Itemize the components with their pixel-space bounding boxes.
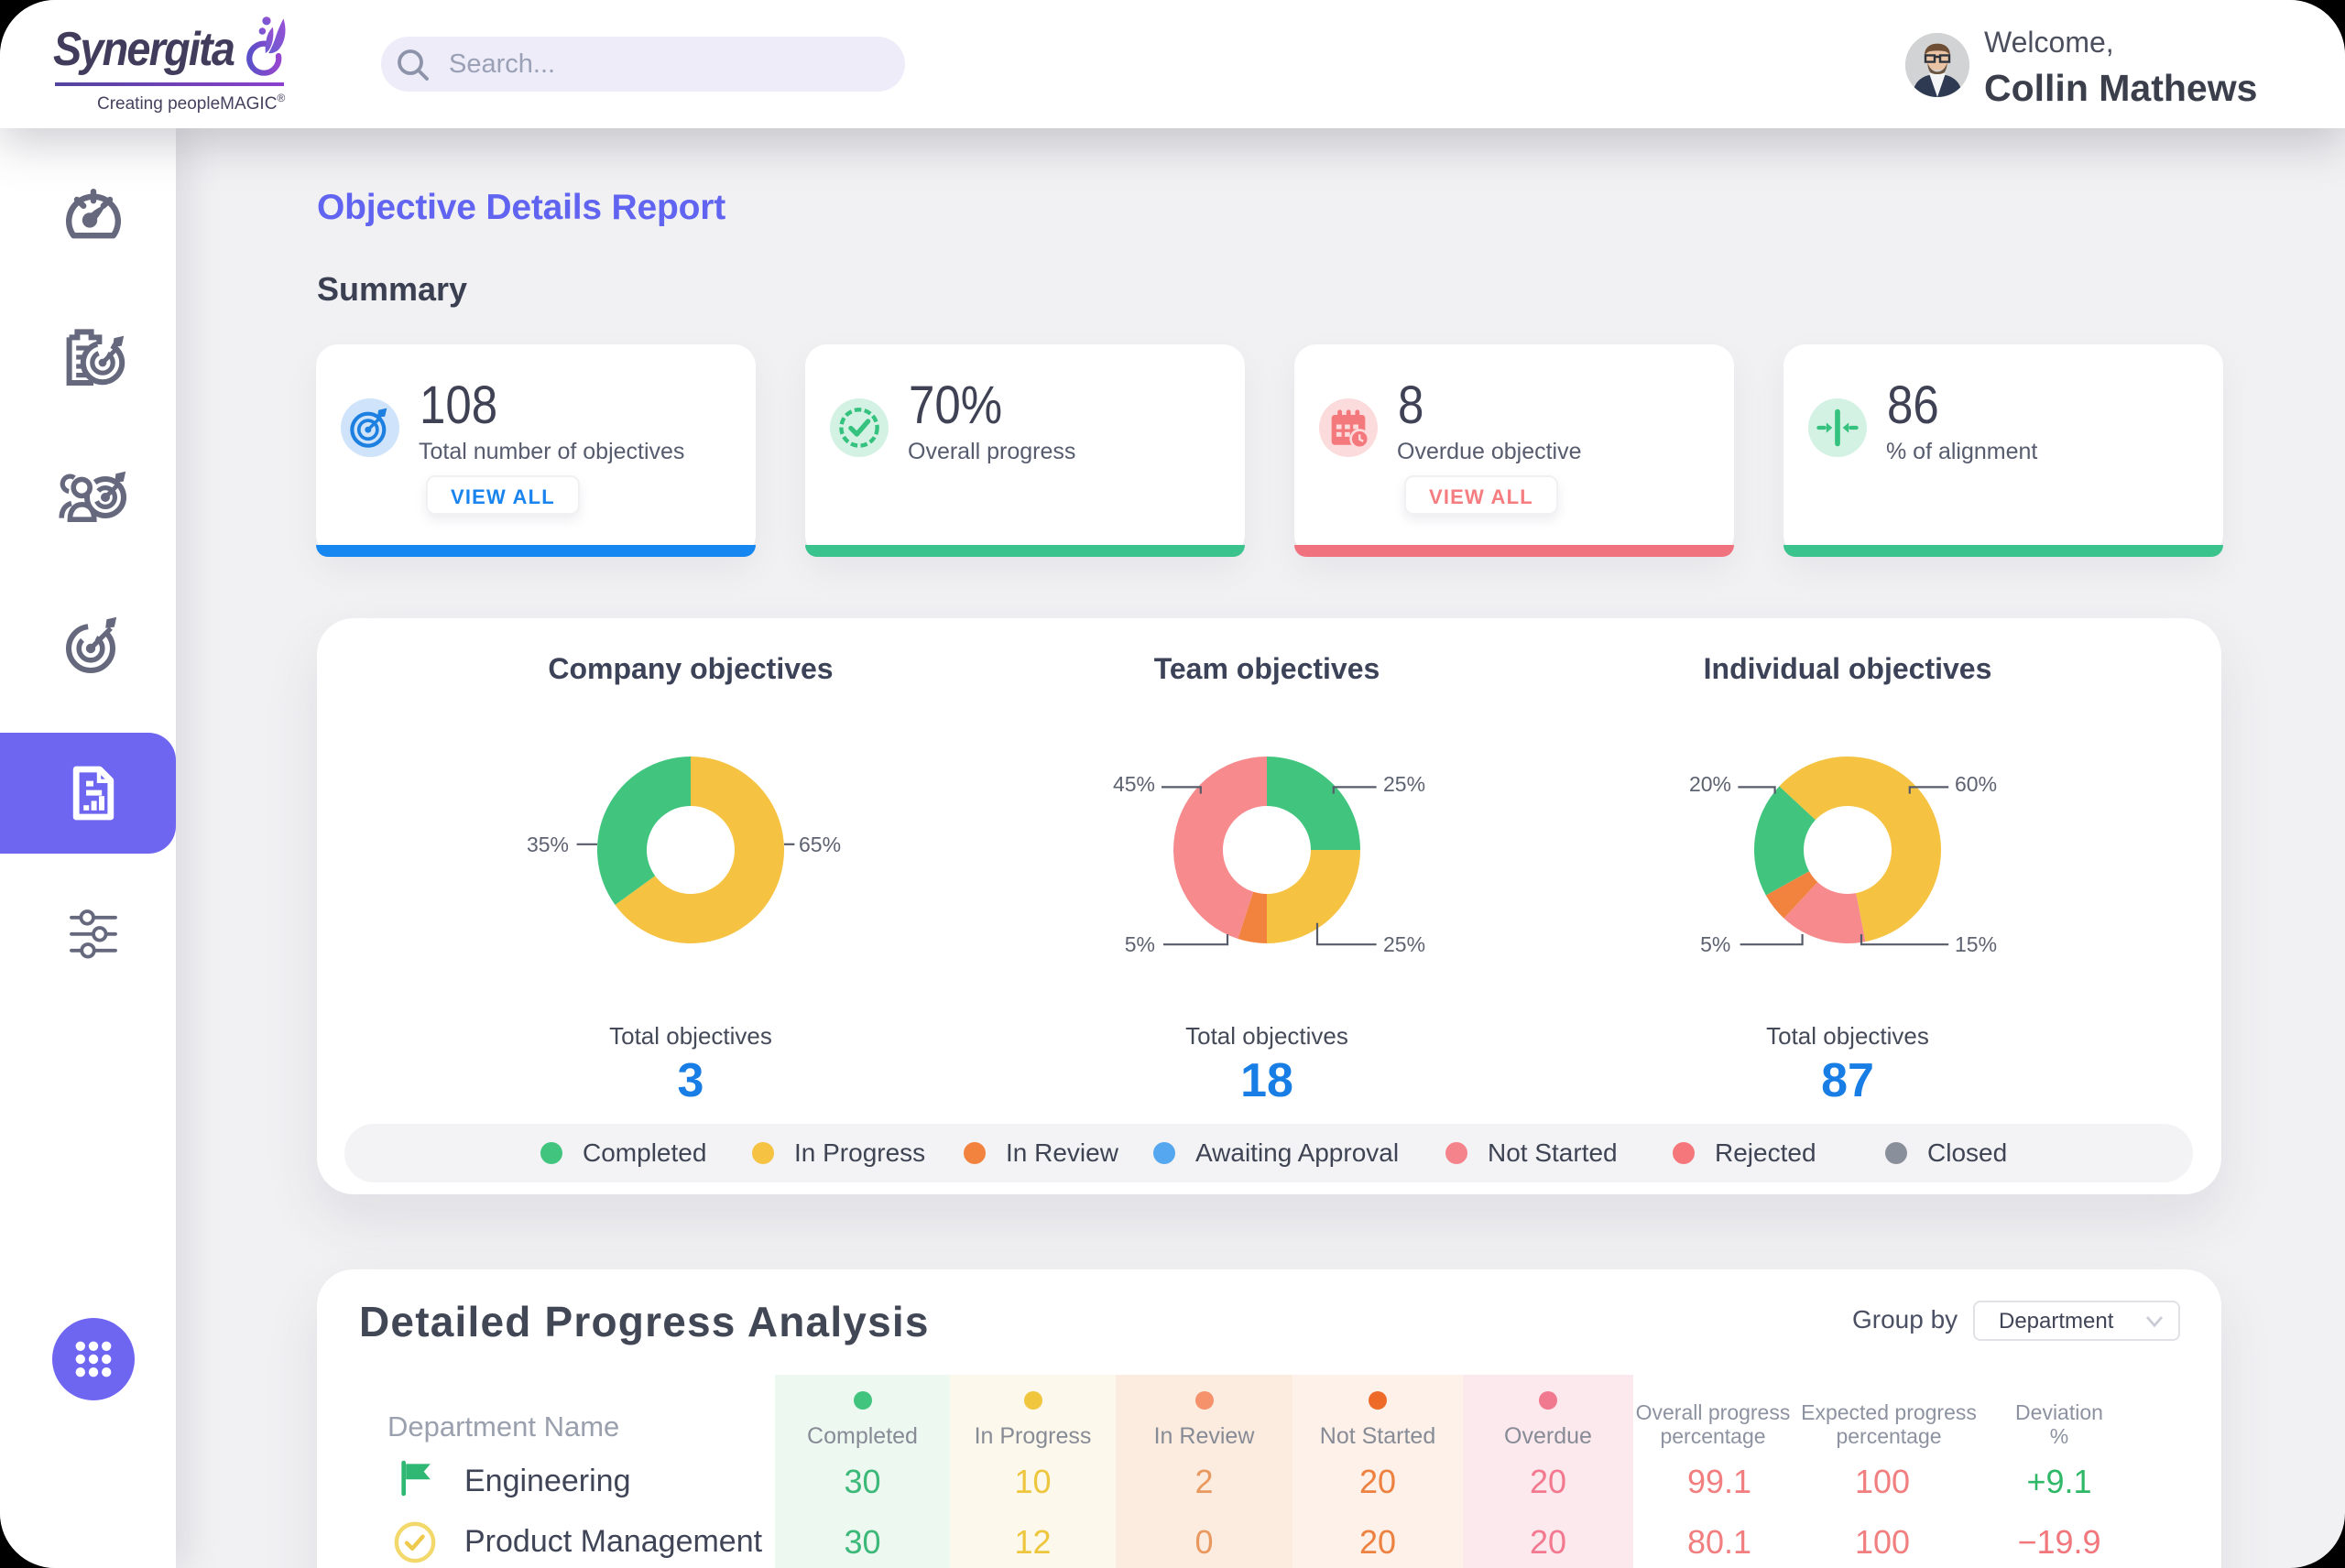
svg-text:35%: 35%: [527, 833, 569, 856]
svg-text:15%: 15%: [1955, 932, 1997, 956]
svg-text:5%: 5%: [1125, 932, 1155, 956]
svg-text:45%: 45%: [1113, 772, 1155, 796]
svg-text:25%: 25%: [1383, 772, 1425, 796]
svg-text:65%: 65%: [799, 833, 841, 856]
svg-text:5%: 5%: [1700, 932, 1730, 956]
svg-text:25%: 25%: [1383, 932, 1425, 956]
svg-text:20%: 20%: [1689, 772, 1731, 796]
svg-text:60%: 60%: [1955, 772, 1997, 796]
